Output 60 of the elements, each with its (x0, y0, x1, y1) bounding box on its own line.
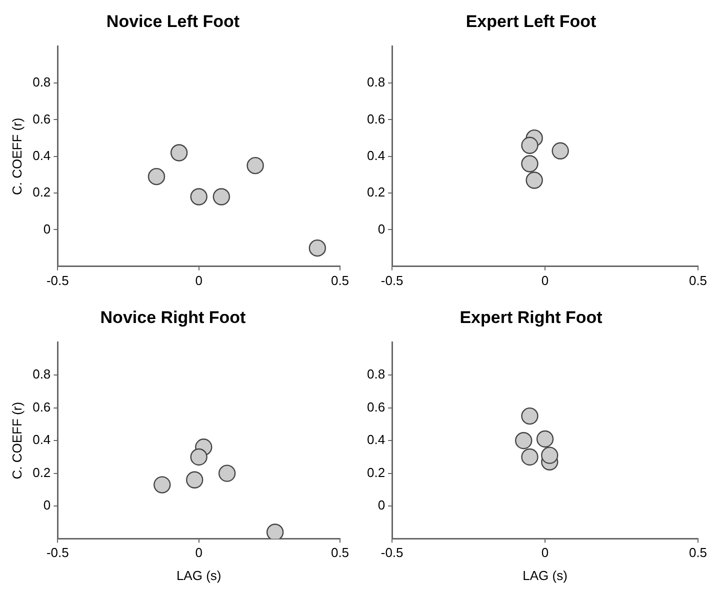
chart-title: Novice Right Foot (100, 308, 246, 327)
point (218, 464, 236, 482)
y-tick-label: 0.8 (366, 74, 386, 90)
x-tick-label: 0.5 (688, 545, 708, 560)
point (212, 188, 230, 206)
x-tick-label: 0.5 (330, 545, 350, 560)
x-axis-title: LAG (s) (522, 568, 568, 583)
y-tick-label: 0.6 (32, 111, 51, 126)
point (190, 448, 208, 466)
y-tick-label: 0.4 (366, 432, 386, 448)
point (521, 155, 538, 172)
y-tick-label: 0.2 (32, 464, 51, 480)
point (521, 407, 538, 425)
point (308, 239, 326, 257)
point (526, 172, 543, 189)
x-axis-title: LAG (s) (176, 568, 222, 583)
x-tick-label: 0 (195, 545, 202, 560)
point (170, 144, 188, 162)
y-tick-label: 0.8 (32, 366, 51, 382)
y-tick-label: 0.6 (32, 399, 51, 414)
x-tick-label: -0.5 (380, 272, 404, 288)
y-tick-label: 0 (43, 221, 51, 236)
x-tick-label: 0 (541, 545, 549, 560)
y-axis-title: C. COEFF (r) (9, 118, 24, 196)
x-tick-label: 0.5 (688, 272, 708, 288)
chart-title: Expert Right Foot (460, 308, 603, 327)
y-tick-label: 0.6 (366, 399, 386, 414)
point (515, 432, 532, 450)
x-tick-label: -0.5 (46, 545, 69, 560)
point (552, 142, 569, 160)
point (190, 188, 208, 206)
point (266, 524, 284, 539)
y-tick-label: 0 (43, 498, 51, 513)
y-tick-label: 0.2 (366, 184, 386, 200)
chart-title: Expert Left Foot (466, 12, 596, 31)
y-tick-label: 0.6 (366, 111, 386, 126)
y-tick-label: 0 (378, 221, 386, 236)
y-tick-label: 0.4 (32, 148, 51, 163)
y-tick-label: 0.2 (366, 464, 386, 480)
x-tick-label: 0 (195, 272, 202, 288)
point (148, 168, 166, 186)
y-tick-label: 0 (378, 498, 386, 513)
x-tick-label: -0.5 (380, 545, 404, 560)
y-axis-title: C. COEFF (r) (9, 402, 24, 480)
point (521, 136, 538, 154)
chart-title: Novice Left Foot (106, 12, 240, 31)
point (541, 446, 558, 464)
y-tick-label: 0.8 (366, 366, 386, 382)
x-tick-label: -0.5 (46, 272, 69, 288)
point (246, 156, 264, 174)
x-tick-label: 0 (541, 272, 549, 288)
y-tick-label: 0.8 (32, 74, 51, 90)
point (536, 430, 554, 448)
y-tick-label: 0.4 (32, 432, 51, 448)
point (521, 448, 538, 466)
y-tick-label: 0.4 (366, 148, 386, 163)
x-tick-label: 0.5 (330, 272, 350, 288)
y-tick-label: 0.2 (32, 184, 51, 200)
point (186, 471, 204, 488)
point (154, 476, 171, 494)
